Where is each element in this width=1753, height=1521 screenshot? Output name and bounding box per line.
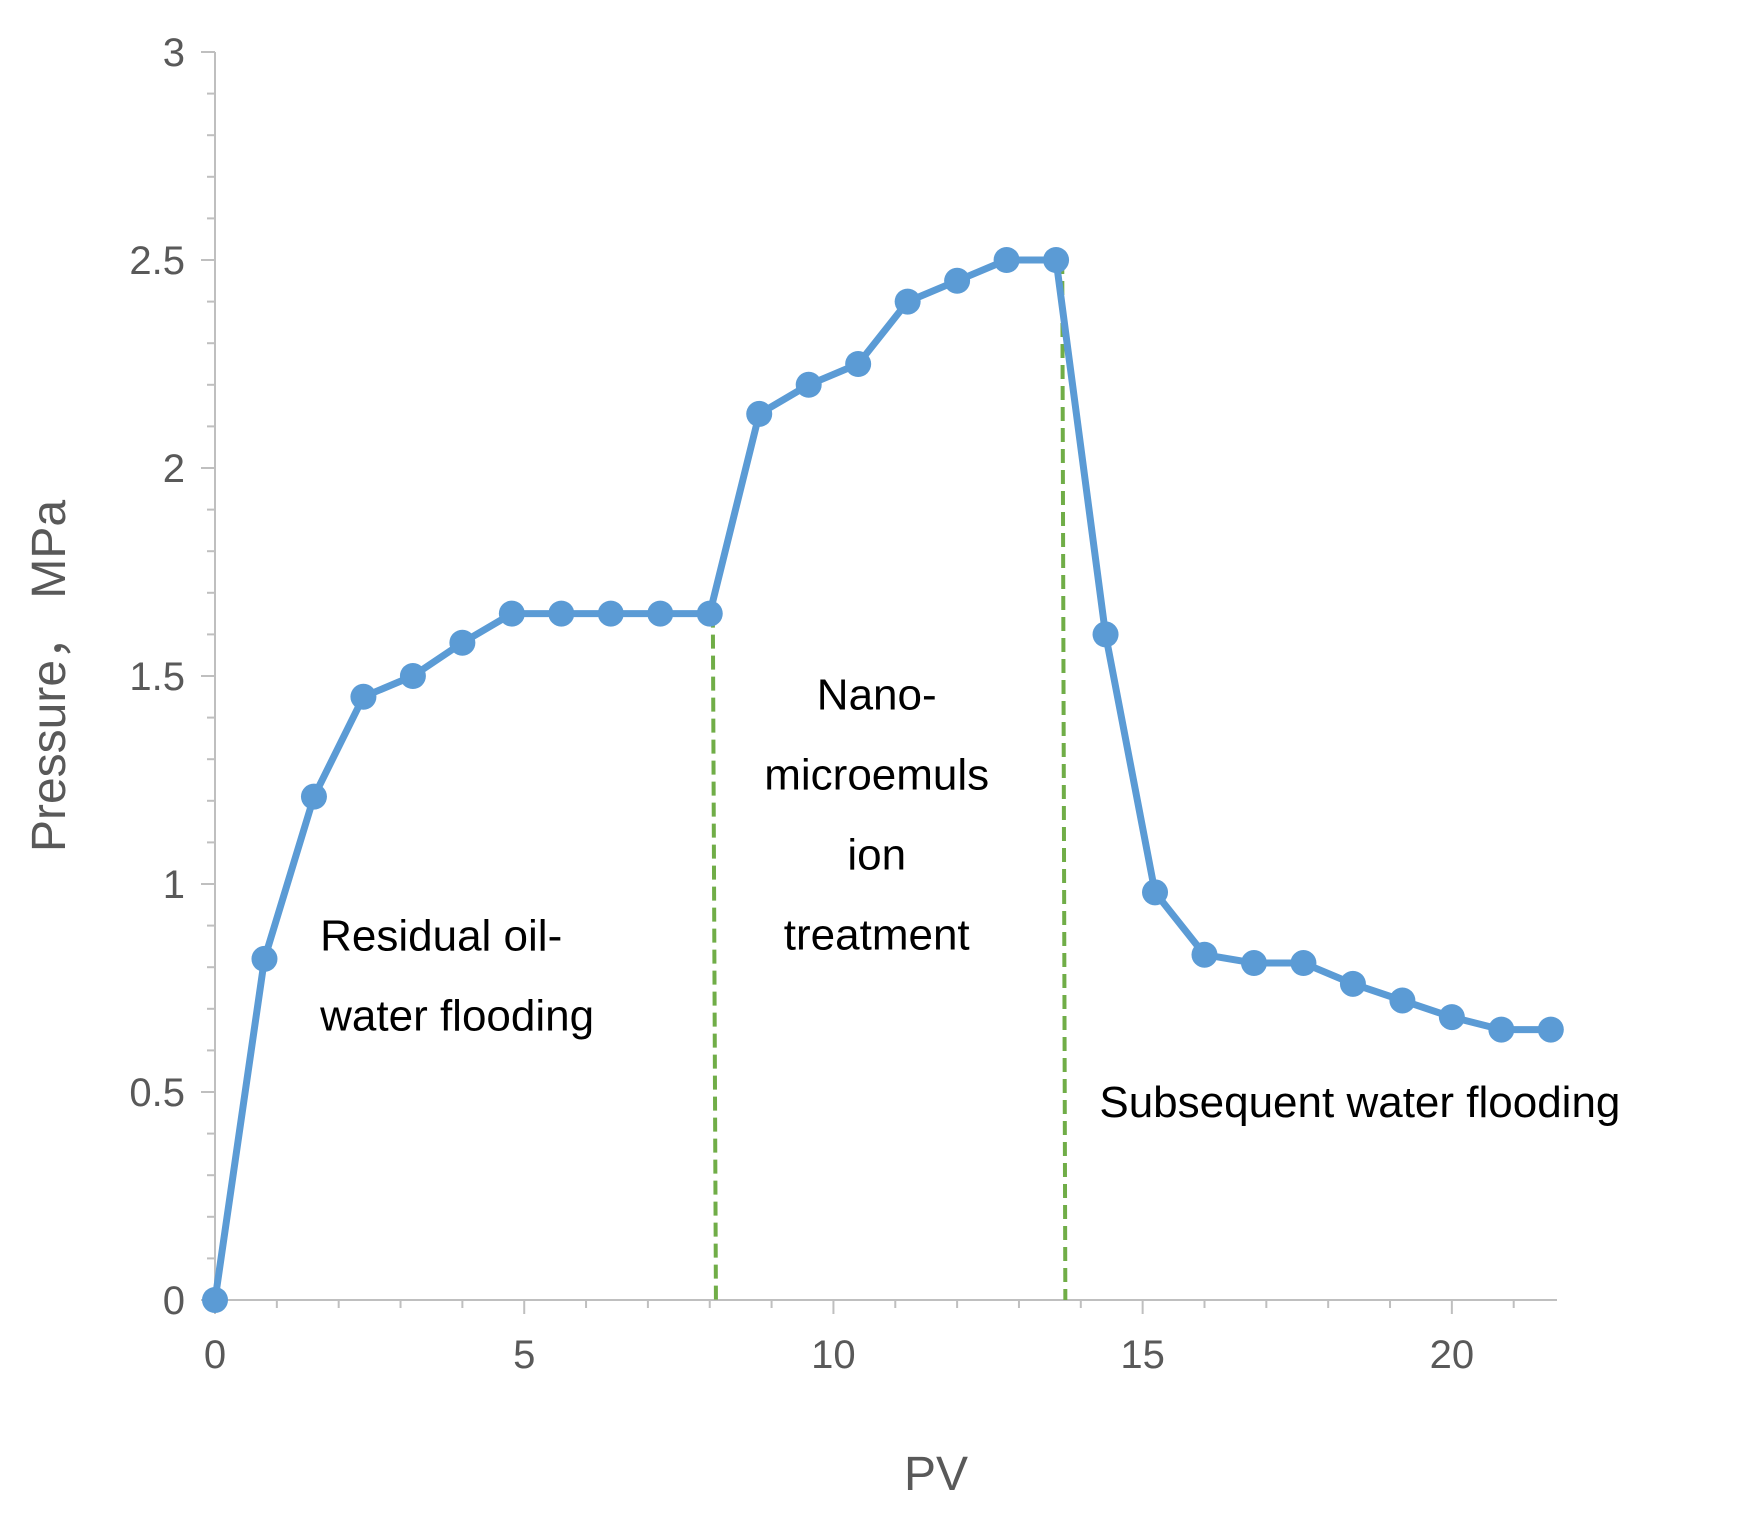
data-point: [498, 600, 525, 627]
data-point: [795, 371, 822, 398]
data-point: [548, 600, 575, 627]
y-tick-label: 2: [163, 447, 185, 491]
data-point: [1339, 970, 1366, 997]
data-point: [993, 247, 1020, 273]
data-point: [449, 629, 476, 656]
phase-annotation-2: Nano-microemuls ion treatment: [764, 670, 989, 959]
annotation-line: ion: [847, 830, 906, 879]
y-tick-label: 0: [163, 1279, 185, 1323]
data-point: [202, 1287, 228, 1313]
data-point: [894, 288, 921, 315]
data-point: [1488, 1016, 1515, 1043]
annotation-line: Subsequent water flooding: [1099, 1078, 1620, 1127]
data-point: [1438, 1004, 1465, 1031]
data-point: [696, 600, 723, 627]
phase-divider-1: [710, 613, 718, 1301]
y-tick-label: 2.5: [129, 239, 185, 283]
annotation-line: water flooding: [319, 992, 594, 1041]
data-point: [1043, 247, 1070, 273]
data-point: [1537, 1016, 1564, 1043]
data-point: [1290, 950, 1317, 977]
y-tick-label: 1: [163, 863, 185, 907]
y-tick-label: 3: [163, 31, 185, 75]
data-point: [1389, 987, 1416, 1014]
data-point: [647, 600, 674, 627]
annotation-line: Nano-: [817, 670, 937, 719]
ticks: 0 0.5 1 1.5 2 2.5 3 0 5 10 15 20: [129, 31, 1515, 1377]
annotation-line: Residual oil-: [320, 912, 562, 961]
x-axis-title: PV: [904, 1448, 968, 1501]
x-tick-label: 0: [204, 1333, 226, 1377]
annotations: Residual oil-water flooding Nano-microemu…: [319, 670, 1620, 1127]
data-point: [399, 663, 426, 689]
phase-dividers: [710, 259, 1068, 1301]
phase-annotation-3: Subsequent water flooding: [1099, 1078, 1620, 1127]
data-point: [350, 683, 377, 710]
x-tick-label: 20: [1430, 1333, 1475, 1377]
y-tick-label: 0.5: [129, 1071, 185, 1115]
phase-annotation-1: Residual oil-water flooding: [319, 912, 594, 1041]
data-point: [944, 267, 971, 294]
data-point: [746, 400, 773, 427]
x-tick-label: 5: [513, 1333, 535, 1377]
data-point: [1092, 621, 1119, 648]
data-point: [300, 783, 327, 810]
series-line: [211, 256, 1551, 1301]
data-point: [1142, 879, 1169, 906]
y-tick-label: 1.5: [129, 655, 185, 699]
data-point: [1191, 941, 1218, 968]
x-tick-label: 10: [811, 1333, 856, 1377]
data-point: [251, 945, 278, 972]
annotation-line: treatment: [784, 910, 970, 959]
annotation-line: microemuls: [764, 750, 989, 799]
series: [202, 247, 1564, 1313]
phase-divider-2: [1060, 259, 1068, 1301]
y-axis-title: Pressure， MPa: [23, 500, 76, 852]
x-tick-label: 15: [1120, 1333, 1165, 1377]
data-point: [1240, 950, 1267, 977]
data-point: [597, 600, 624, 627]
data-point: [845, 351, 872, 377]
